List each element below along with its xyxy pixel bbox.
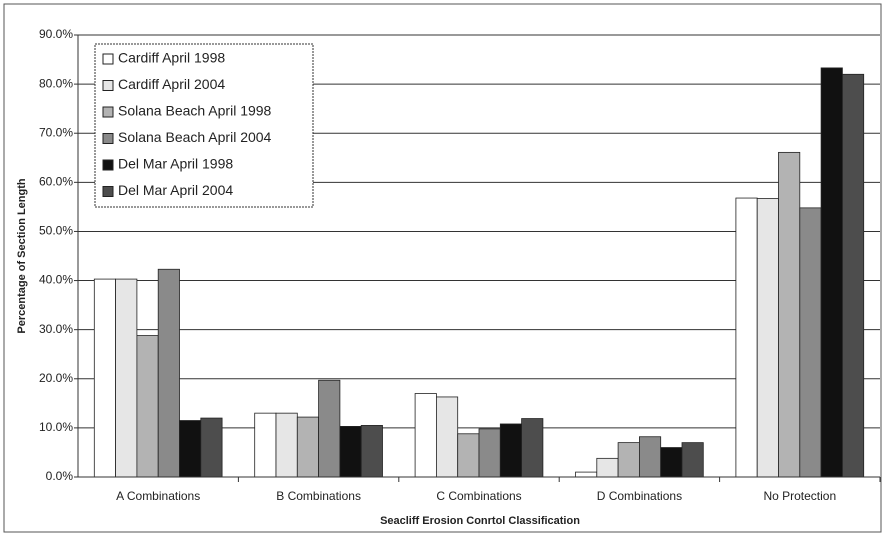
bar — [596, 457, 619, 478]
bar — [735, 197, 758, 478]
bar — [275, 412, 298, 478]
x-axis-title: Seacliff Erosion Conrtol Classification — [380, 515, 580, 527]
bar — [820, 67, 843, 478]
bar — [799, 207, 822, 478]
bar — [115, 278, 138, 478]
bar — [339, 426, 362, 478]
bar — [457, 433, 480, 478]
legend-box — [94, 43, 314, 208]
bar — [136, 335, 159, 478]
bar — [200, 417, 223, 478]
y-tick-label: 60.0% — [39, 175, 73, 189]
x-tick-label: C Combinations — [436, 489, 521, 503]
y-tick-label: 40.0% — [39, 273, 73, 287]
bar — [296, 416, 319, 478]
legend-label: Solana Beach April 1998 — [118, 103, 272, 119]
bar — [435, 396, 459, 478]
bar — [842, 73, 865, 478]
bar — [617, 442, 640, 478]
bar — [575, 471, 598, 478]
legend-swatch — [102, 186, 114, 197]
bar — [639, 436, 662, 478]
x-tick-label: D Combinations — [597, 489, 682, 503]
legend-swatch — [102, 80, 114, 91]
bar — [179, 420, 202, 478]
bar — [318, 379, 341, 478]
bar — [93, 278, 117, 478]
legend-swatch — [102, 159, 114, 171]
bar — [660, 447, 683, 478]
legend-swatch — [102, 133, 114, 144]
y-tick-label: 90.0% — [39, 27, 73, 41]
legend-label: Cardiff April 1998 — [118, 50, 225, 66]
x-tick-label: No Protection — [763, 489, 836, 503]
bar — [254, 412, 277, 478]
y-tick-label: 70.0% — [39, 125, 73, 139]
legend-swatch — [102, 53, 114, 65]
bar — [478, 428, 501, 478]
bar — [521, 418, 544, 478]
bar — [756, 198, 779, 478]
legend-label: Solana Beach April 2004 — [118, 129, 272, 145]
y-tick-label: 80.0% — [39, 76, 73, 90]
bar — [360, 425, 383, 478]
bar — [414, 393, 437, 478]
legend-label: Del Mar April 2004 — [118, 182, 233, 198]
y-tick-label: 0.0% — [46, 469, 74, 483]
y-tick-label: 10.0% — [39, 420, 73, 434]
legend-label: Del Mar April 1998 — [118, 156, 233, 172]
y-tick-label: 20.0% — [39, 371, 73, 385]
x-tick-label: A Combinations — [116, 489, 200, 503]
y-tick-label: 50.0% — [39, 224, 73, 238]
bar — [778, 151, 801, 478]
bar — [681, 442, 704, 478]
y-tick-label: 30.0% — [39, 322, 73, 336]
x-tick-label: B Combinations — [276, 489, 361, 503]
y-axis-title: Percentage of Section Length — [16, 178, 28, 334]
legend-swatch — [102, 106, 114, 118]
bar — [499, 423, 522, 478]
legend-label: Cardiff April 2004 — [118, 76, 225, 92]
bar — [157, 268, 180, 478]
